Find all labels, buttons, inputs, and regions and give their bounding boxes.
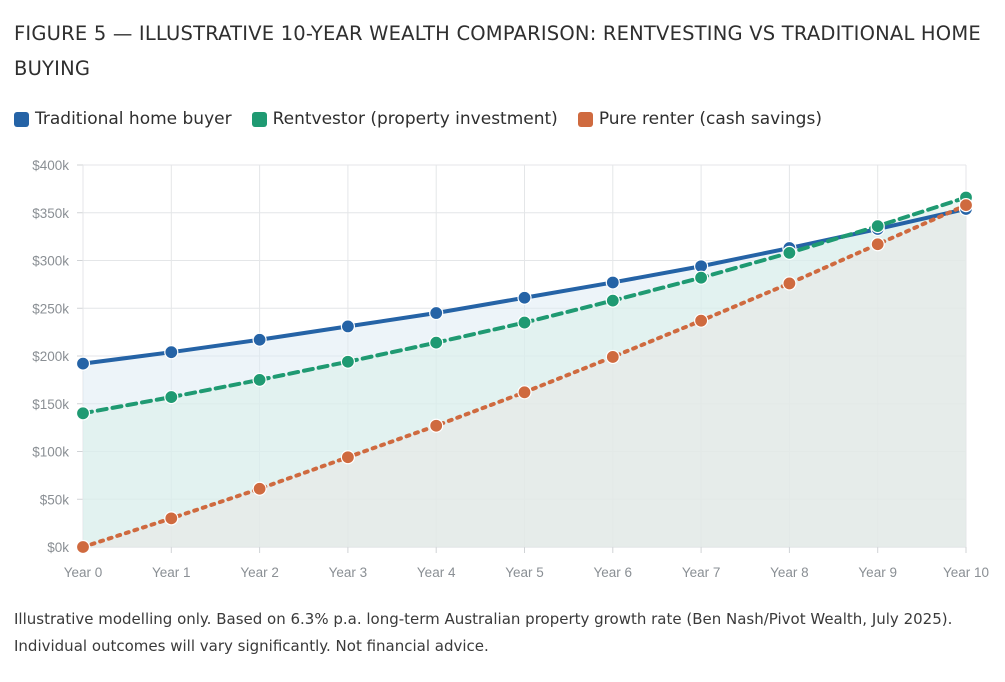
- chart-area: $0k $50k $100k $150k $200k $250k $300k $350k $40…: [0, 148, 1005, 590]
- line-chart: $0k $50k $100k $150k $200k $250k $300k $350k $40…: [32, 158, 989, 580]
- x-tick-label: Year 2: [240, 565, 279, 580]
- data-point-series-2: [693, 313, 709, 328]
- data-point-series-2: [75, 539, 91, 555]
- legend-item-traditional[interactable]: Traditional home buyer: [14, 109, 232, 129]
- x-tick-label: Year 8: [770, 565, 809, 580]
- data-point-series-1: [75, 406, 91, 421]
- series-area-2: [83, 205, 966, 548]
- legend-swatch-rentvestor: [251, 111, 267, 127]
- data-point-series-2: [605, 349, 620, 365]
- data-point-series-2: [252, 481, 267, 496]
- x-tick-label: Year 9: [858, 565, 897, 580]
- data-point-series-2: [517, 385, 532, 400]
- x-tick-label: Year 3: [329, 565, 368, 580]
- data-point-series-0: [429, 305, 444, 321]
- x-tick-label: Year 0: [64, 565, 103, 580]
- data-point-series-0: [164, 345, 179, 360]
- y-tick-label: $50k: [40, 492, 70, 507]
- legend-label-renter: Pure renter (cash savings): [598, 109, 822, 129]
- y-tick-label: $350k: [32, 206, 69, 221]
- data-point-series-2: [429, 418, 444, 433]
- data-point-series-1: [429, 335, 444, 350]
- chart-legend: Traditional home buyer Rentvestor (prope…: [14, 106, 822, 132]
- y-tick-label: $400k: [32, 158, 69, 173]
- x-tick-label: Year 4: [417, 565, 456, 580]
- data-point-series-0: [605, 275, 620, 290]
- y-tick-label: $250k: [32, 301, 69, 316]
- y-tick-label: $100k: [32, 445, 69, 460]
- x-tick-label: Year 7: [682, 565, 721, 580]
- x-tick-label: Year 6: [594, 565, 633, 580]
- y-tick-label: $200k: [32, 349, 69, 364]
- data-point-series-1: [252, 372, 267, 387]
- data-point-series-0: [75, 356, 91, 371]
- data-point-series-1: [340, 354, 355, 369]
- data-point-series-2: [958, 198, 974, 213]
- data-point-series-0: [252, 332, 267, 347]
- figure-title: FIGURE 5 — ILLUSTRATIVE 10-YEAR WEALTH C…: [14, 22, 981, 80]
- data-point-series-1: [782, 245, 797, 260]
- y-tick-label: $300k: [32, 254, 69, 269]
- data-point-series-1: [605, 293, 620, 308]
- legend-swatch-traditional: [14, 111, 29, 127]
- data-point-series-2: [870, 237, 885, 252]
- y-tick-label: $0k: [47, 540, 69, 555]
- legend-label-rentvestor: Rentvestor (property investment): [272, 109, 558, 129]
- data-point-series-2: [782, 276, 797, 291]
- data-point-series-2: [164, 511, 179, 526]
- data-point-series-0: [340, 319, 355, 334]
- legend-swatch-renter: [577, 111, 593, 127]
- data-point-series-0: [517, 290, 532, 305]
- legend-item-rentvestor[interactable]: Rentvestor (property investment): [251, 109, 558, 129]
- data-point-series-1: [164, 389, 179, 405]
- data-point-series-1: [517, 315, 532, 330]
- x-tick-label: Year 10: [943, 565, 989, 580]
- legend-label-traditional: Traditional home buyer: [35, 109, 232, 129]
- figure-footnote: Illustrative modelling only. Based on 6.…: [14, 610, 953, 655]
- data-point-series-1: [693, 270, 709, 285]
- legend-item-renter[interactable]: Pure renter (cash savings): [577, 109, 822, 129]
- y-tick-label: $150k: [32, 397, 69, 412]
- data-point-series-1: [870, 219, 885, 234]
- data-point-series-2: [340, 450, 355, 465]
- x-tick-label: Year 1: [152, 565, 191, 580]
- x-tick-label: Year 5: [505, 565, 544, 580]
